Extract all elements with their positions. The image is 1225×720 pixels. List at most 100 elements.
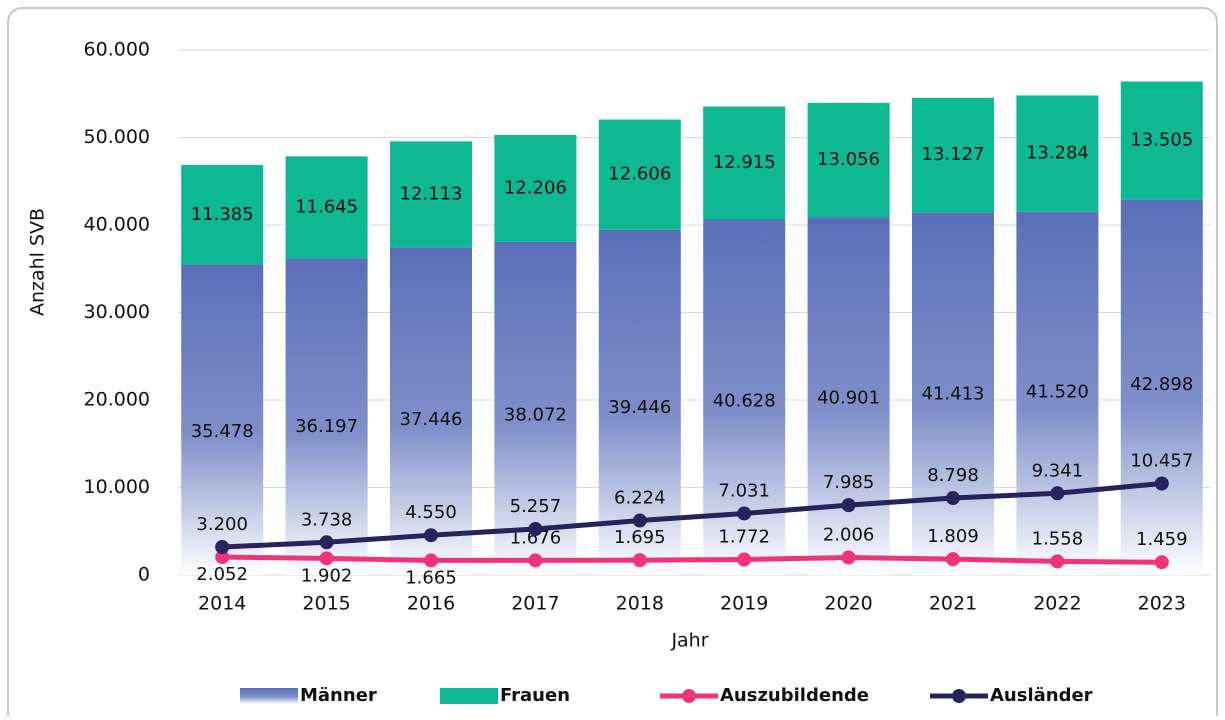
line-point [737,506,752,521]
line-point [528,522,543,537]
legend-label: Frauen [500,685,570,706]
data-label: 13.284 [1026,143,1089,164]
legend-label: Auszubildende [720,685,869,706]
bar [390,141,472,248]
data-label: 1.772 [718,526,770,547]
y-tick-label: 0 [138,564,150,586]
data-label: 13.056 [817,149,880,170]
line-point [1154,555,1169,570]
bar [703,106,786,220]
line-point [632,513,647,528]
line-point [424,528,438,543]
data-label: 9.341 [1032,460,1084,481]
data-label: 10.457 [1130,451,1193,472]
data-label: 38.072 [504,405,567,426]
x-tick-label: 2021 [929,593,977,615]
data-label: 7.031 [718,480,770,501]
line-point [424,553,438,568]
data-label: 12.915 [713,152,776,173]
data-label: 7.985 [823,472,875,493]
line-point [632,553,647,568]
line-point [841,550,856,565]
line-point [215,550,230,565]
line-point [841,498,856,513]
line [222,554,1162,565]
x-tick-label: 2016 [407,593,455,615]
x-tick-label: 2020 [824,593,872,615]
x-tick-label: 2018 [616,593,664,615]
data-label: 42.898 [1130,374,1193,395]
bar [807,102,890,218]
line [222,481,1163,550]
data-label: 36.197 [295,416,358,437]
bar [1120,81,1203,200]
line-point [528,553,543,568]
bar [181,264,264,575]
y-tick-label: 40.000 [84,214,150,236]
line-point [215,540,230,554]
data-label: 1.809 [927,526,979,547]
line-point [319,551,334,566]
data-label: 41.413 [922,384,985,405]
data-label: 5.257 [510,496,562,517]
data-label: 12.206 [504,177,567,198]
data-label: 35.478 [191,421,254,442]
line-point [946,552,960,567]
bar [1016,95,1099,212]
data-label: 2.006 [823,524,875,545]
bar [285,156,368,259]
data-label: 1.902 [301,565,353,586]
line-point [1050,486,1065,501]
y-tick-label: 50.000 [84,126,150,148]
data-label: 13.505 [1130,130,1193,151]
bar [181,164,264,265]
bar [1120,199,1203,575]
x-axis-label: Jahr [670,630,708,652]
data-label: 40.901 [817,387,880,408]
data-label: 39.446 [608,397,671,418]
data-label: 1.676 [510,527,562,548]
bar [912,97,994,213]
line-point [1050,554,1065,569]
data-label: 41.520 [1026,382,1089,403]
legend-swatch [952,689,966,703]
y-tick-label: 30.000 [84,301,150,323]
y-axis-label: Anzahl SVB [27,208,49,316]
data-label: 1.665 [405,567,457,588]
bar [598,119,681,230]
data-label: 1.558 [1032,528,1084,549]
data-label: 40.628 [713,390,776,411]
data-label: 13.127 [922,144,985,165]
data-label: 3.200 [196,514,248,535]
line-point [319,535,334,550]
line-point [946,491,960,506]
data-label: 3.738 [301,509,353,530]
bar [807,217,890,575]
data-label: 2.052 [196,564,248,585]
data-label: 6.224 [614,488,666,509]
x-tick-label: 2022 [1033,593,1081,615]
bar [285,258,368,575]
y-tick-label: 60.000 [84,39,150,61]
bar [494,241,577,575]
y-tick-label: 10.000 [84,476,150,498]
legend-swatch [682,689,696,703]
data-label: 1.695 [614,527,666,548]
x-tick-label: 2014 [198,593,246,615]
bar [912,212,994,576]
data-label: 12.113 [400,183,463,204]
data-label: 8.798 [927,465,979,486]
bar [390,247,472,575]
bar [494,135,577,242]
data-label: 11.385 [191,204,254,225]
y-tick-label: 20.000 [84,389,150,411]
x-tick-label: 2023 [1138,593,1186,615]
legend-label: Männer [300,685,377,706]
bar [1016,211,1099,575]
line-point [1154,476,1169,491]
legend-swatch [440,688,498,704]
x-tick-label: 2017 [511,593,559,615]
data-label: 12.606 [608,164,671,185]
